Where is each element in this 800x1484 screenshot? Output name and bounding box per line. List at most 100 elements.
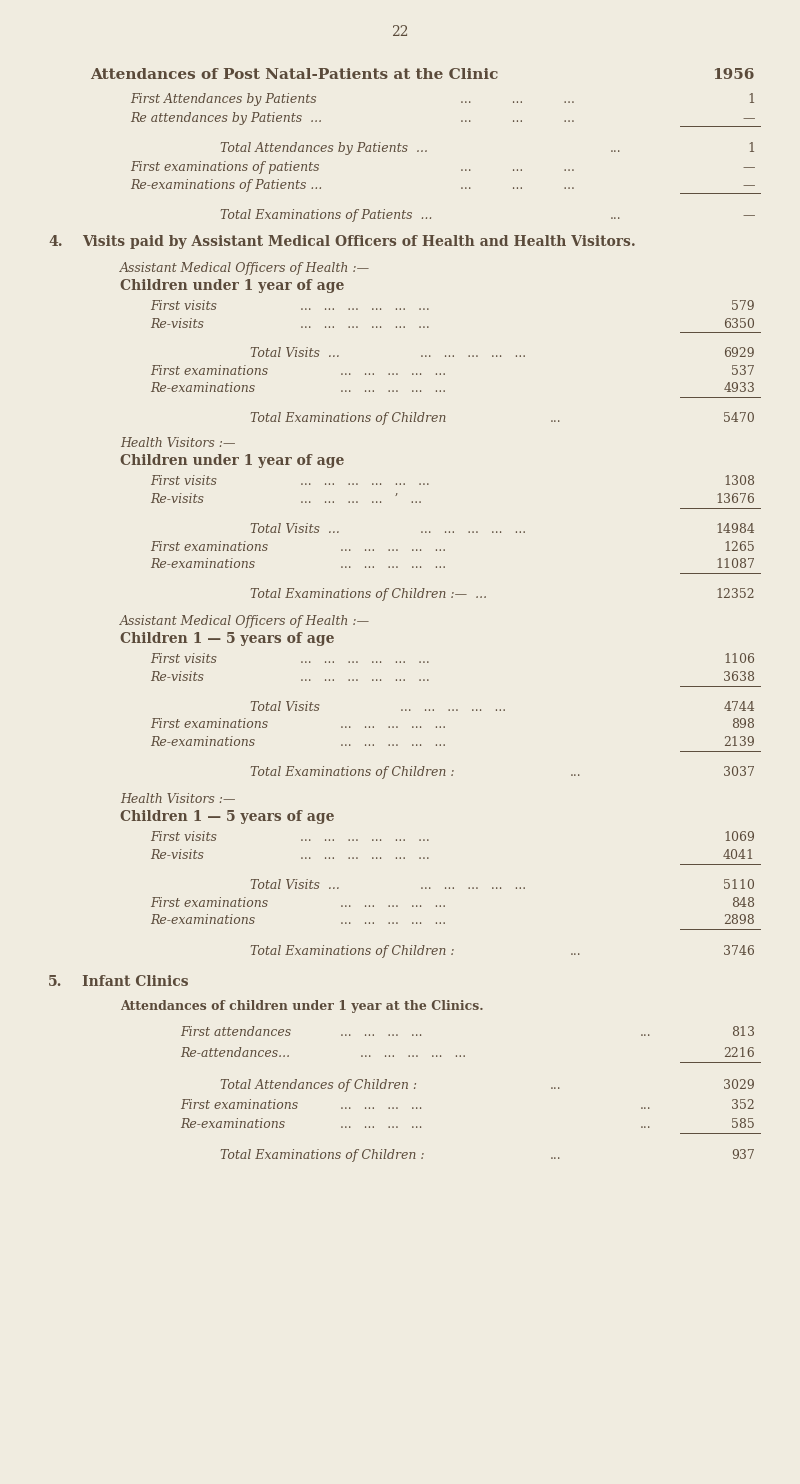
- Text: Re-visits: Re-visits: [150, 849, 204, 862]
- Text: 2898: 2898: [723, 914, 755, 928]
- Text: Children under 1 year of age: Children under 1 year of age: [120, 454, 344, 467]
- Text: Attendances of Post Natal-Patients at the Clinic: Attendances of Post Natal-Patients at th…: [90, 68, 498, 82]
- Text: Total Examinations of Children :—  ...: Total Examinations of Children :— ...: [250, 588, 487, 601]
- Text: 4.: 4.: [48, 234, 62, 249]
- Text: Re-examinations: Re-examinations: [150, 914, 255, 928]
- Text: 352: 352: [731, 1100, 755, 1112]
- Text: Re-examinations of Patients ...: Re-examinations of Patients ...: [130, 180, 322, 191]
- Text: 813: 813: [731, 1025, 755, 1039]
- Text: 1: 1: [747, 142, 755, 154]
- Text: First attendances: First attendances: [180, 1025, 291, 1039]
- Text: ...   ...   ...   ...: ... ... ... ...: [340, 1100, 422, 1112]
- Text: Assistant Medical Officers of Health :—: Assistant Medical Officers of Health :—: [120, 263, 370, 275]
- Text: Assistant Medical Officers of Health :—: Assistant Medical Officers of Health :—: [120, 614, 370, 628]
- Text: Visits paid by Assistant Medical Officers of Health and Health Visitors.: Visits paid by Assistant Medical Officer…: [82, 234, 636, 249]
- Text: Total Visits  ...: Total Visits ...: [250, 879, 340, 892]
- Text: ...   ...   ...   ...   ...: ... ... ... ... ...: [420, 522, 526, 536]
- Text: —: —: [742, 180, 755, 191]
- Text: ...   ...   ...   ...   ...: ... ... ... ... ...: [340, 896, 446, 910]
- Text: First visits: First visits: [150, 475, 217, 488]
- Text: Total Examinations of Patients  ...: Total Examinations of Patients ...: [220, 209, 433, 223]
- Text: Health Visitors :—: Health Visitors :—: [120, 792, 235, 806]
- Text: 2139: 2139: [723, 736, 755, 749]
- Text: ...: ...: [550, 1079, 562, 1092]
- Text: Children 1 — 5 years of age: Children 1 — 5 years of age: [120, 810, 334, 824]
- Text: 3746: 3746: [723, 945, 755, 959]
- Text: First examinations of patients: First examinations of patients: [130, 160, 319, 174]
- Text: First Attendances by Patients: First Attendances by Patients: [130, 93, 317, 105]
- Text: ...: ...: [640, 1117, 652, 1131]
- Text: Re-visits: Re-visits: [150, 318, 204, 331]
- Text: Re attendances by Patients  ...: Re attendances by Patients ...: [130, 111, 322, 125]
- Text: 5.: 5.: [48, 975, 62, 988]
- Text: —: —: [742, 160, 755, 174]
- Text: Children under 1 year of age: Children under 1 year of age: [120, 279, 344, 292]
- Text: ...   ...   ...   ...   ...: ... ... ... ... ...: [340, 558, 446, 571]
- Text: ...: ...: [640, 1025, 652, 1039]
- Text: 13676: 13676: [715, 493, 755, 506]
- Text: 22: 22: [391, 25, 409, 39]
- Text: 2216: 2216: [723, 1048, 755, 1060]
- Text: ...   ...   ...   ...   ...: ... ... ... ... ...: [360, 1048, 466, 1060]
- Text: First examinations: First examinations: [150, 542, 268, 554]
- Text: ...: ...: [610, 142, 622, 154]
- Text: ...   ...   ...   ...   ...   ...: ... ... ... ... ... ...: [300, 300, 430, 313]
- Text: ...   ...   ...   ...   ...   ...: ... ... ... ... ... ...: [300, 849, 430, 862]
- Text: ...          ...          ...: ... ... ...: [460, 93, 575, 105]
- Text: ...   ...   ...   ...   ...   ...: ... ... ... ... ... ...: [300, 671, 430, 684]
- Text: ...          ...          ...: ... ... ...: [460, 160, 575, 174]
- Text: Total Visits  ...: Total Visits ...: [250, 347, 340, 361]
- Text: Total Visits  ...: Total Visits ...: [250, 522, 340, 536]
- Text: Re-examinations: Re-examinations: [150, 736, 255, 749]
- Text: ...          ...          ...: ... ... ...: [460, 180, 575, 191]
- Text: ...   ...   ...   ...: ... ... ... ...: [340, 1025, 422, 1039]
- Text: First visits: First visits: [150, 653, 217, 666]
- Text: ...: ...: [550, 413, 562, 424]
- Text: 898: 898: [731, 718, 755, 732]
- Text: Total Examinations of Children: Total Examinations of Children: [250, 413, 446, 424]
- Text: Re-visits: Re-visits: [150, 493, 204, 506]
- Text: 579: 579: [731, 300, 755, 313]
- Text: Total Attendances of Children :: Total Attendances of Children :: [220, 1079, 417, 1092]
- Text: 6350: 6350: [723, 318, 755, 331]
- Text: 4041: 4041: [723, 849, 755, 862]
- Text: 1308: 1308: [723, 475, 755, 488]
- Text: —: —: [742, 209, 755, 223]
- Text: Total Examinations of Children :: Total Examinations of Children :: [250, 766, 454, 779]
- Text: ...          ...          ...: ... ... ...: [460, 111, 575, 125]
- Text: ...   ...   ...   ...   ...: ... ... ... ... ...: [340, 718, 446, 732]
- Text: First examinations: First examinations: [150, 365, 268, 378]
- Text: First examinations: First examinations: [150, 718, 268, 732]
- Text: ...: ...: [640, 1100, 652, 1112]
- Text: Total Examinations of Children :: Total Examinations of Children :: [220, 1149, 425, 1162]
- Text: 11087: 11087: [715, 558, 755, 571]
- Text: ...   ...   ...   ...   ...: ... ... ... ... ...: [340, 914, 446, 928]
- Text: ...   ...   ...   ...   ...: ... ... ... ... ...: [400, 700, 506, 714]
- Text: 6929: 6929: [723, 347, 755, 361]
- Text: ...   ...   ...   ...   ...   ...: ... ... ... ... ... ...: [300, 475, 430, 488]
- Text: 14984: 14984: [715, 522, 755, 536]
- Text: Re-examinations: Re-examinations: [180, 1117, 285, 1131]
- Text: ...: ...: [610, 209, 622, 223]
- Text: —: —: [742, 111, 755, 125]
- Text: First visits: First visits: [150, 300, 217, 313]
- Text: Infant Clinics: Infant Clinics: [82, 975, 189, 988]
- Text: 937: 937: [731, 1149, 755, 1162]
- Text: Re-examinations: Re-examinations: [150, 558, 255, 571]
- Text: Re-visits: Re-visits: [150, 671, 204, 684]
- Text: ...   ...   ...   ...   ’   ...: ... ... ... ... ’ ...: [300, 493, 422, 506]
- Text: ...   ...   ...   ...   ...: ... ... ... ... ...: [340, 381, 446, 395]
- Text: First visits: First visits: [150, 831, 217, 844]
- Text: 12352: 12352: [715, 588, 755, 601]
- Text: First examinations: First examinations: [180, 1100, 298, 1112]
- Text: ...   ...   ...   ...: ... ... ... ...: [340, 1117, 422, 1131]
- Text: First examinations: First examinations: [150, 896, 268, 910]
- Text: 4744: 4744: [723, 700, 755, 714]
- Text: ...: ...: [570, 766, 582, 779]
- Text: ...   ...   ...   ...   ...: ... ... ... ... ...: [340, 365, 446, 378]
- Text: Re-examinations: Re-examinations: [150, 381, 255, 395]
- Text: ...   ...   ...   ...   ...: ... ... ... ... ...: [420, 347, 526, 361]
- Text: 1: 1: [747, 93, 755, 105]
- Text: 1265: 1265: [723, 542, 755, 554]
- Text: Re-attendances...: Re-attendances...: [180, 1048, 290, 1060]
